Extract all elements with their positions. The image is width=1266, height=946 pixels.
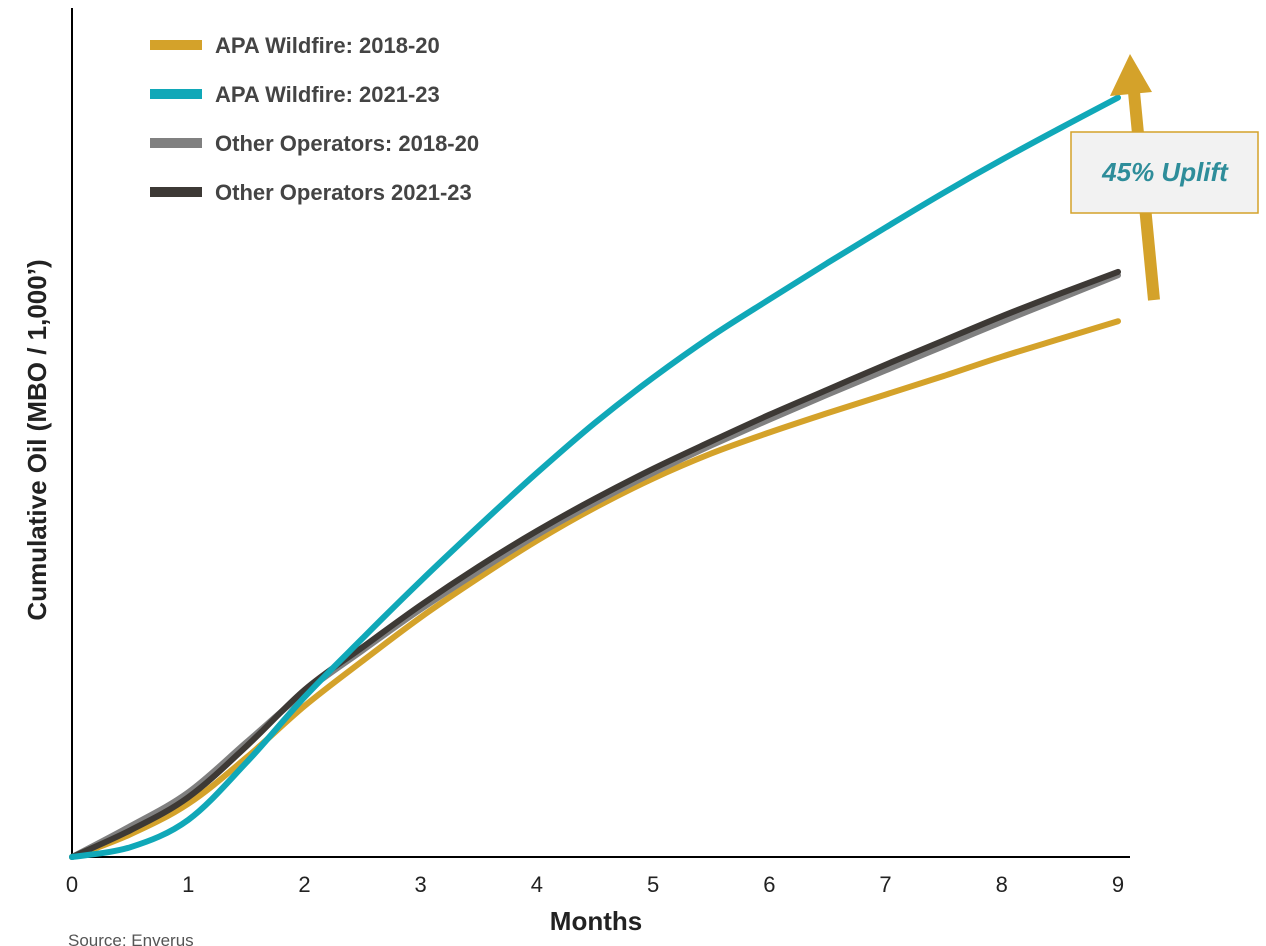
series-line-1 [69,318,1121,860]
x-tick-label: 3 [415,872,427,897]
legend-label: APA Wildfire: 2018-20 [215,33,440,58]
legend: APA Wildfire: 2018-20 APA Wildfire: 2021-… [150,33,479,205]
uplift-arrow-head [1110,54,1152,96]
legend-swatch [150,40,202,50]
y-axis-title: Cumulative Oil (MBO / 1,000’) [22,259,52,620]
x-tick-label: 7 [879,872,891,897]
uplift-callout-box [1070,131,1259,214]
series-line-2 [69,94,1121,860]
x-tick-labels: 0 1 2 3 4 5 6 7 8 9 [66,872,1124,897]
legend-label: APA Wildfire: 2021-23 [215,82,440,107]
x-tick-label: 4 [531,872,543,897]
legend-swatch [150,138,202,148]
x-tick-label: 9 [1112,872,1124,897]
x-tick-label: 1 [182,872,194,897]
x-axis-title: Months [550,906,642,936]
legend-swatch [150,187,202,197]
x-tick-label: 5 [647,872,659,897]
x-tick-label: 0 [66,872,78,897]
x-tick-label: 8 [996,872,1008,897]
legend-label: Other Operators: 2018-20 [215,131,479,156]
uplift-callout: 45% Uplift [1070,131,1259,214]
x-tick-label: 6 [763,872,775,897]
x-tick-label: 2 [298,872,310,897]
series-line-4 [69,268,1121,860]
source-note: Source: Enverus [68,931,194,946]
legend-label: Other Operators 2021-23 [215,180,472,205]
uplift-callout-text: 45% Uplift [1101,157,1229,187]
series-lines [69,94,1121,860]
legend-swatch [150,89,202,99]
